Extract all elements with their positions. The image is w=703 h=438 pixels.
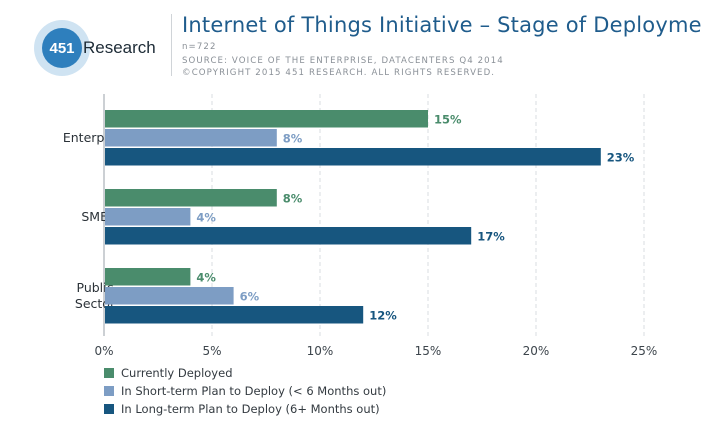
legend-label: In Long-term Plan to Deploy (6+ Months o… (121, 402, 380, 416)
legend-item: In Long-term Plan to Deploy (6+ Months o… (104, 400, 386, 418)
legend-swatch (104, 386, 114, 396)
x-tick-label: 25% (631, 344, 658, 358)
logo-word: Research (83, 38, 156, 57)
data-label: 4% (196, 210, 216, 224)
chart-legend: Currently Deployed In Short-term Plan to … (104, 364, 386, 418)
copyright-bold: ©COPYRIGHT 2015 451 RESEARCH. (182, 68, 368, 78)
bar-chart: 0% 5% 10% 15% 20% 25%Enterprise15%8%23%SMB8%4… (63, 94, 658, 358)
category-label: Public (77, 280, 114, 295)
x-tick-label: 0% (94, 344, 113, 358)
sample-size: n=722 (182, 42, 217, 52)
legend-label: Currently Deployed (121, 366, 233, 380)
data-label: 12% (369, 308, 397, 322)
data-label: 6% (240, 289, 260, 303)
bar (105, 110, 428, 128)
legend-label: In Short-term Plan to Deploy (< 6 Months… (121, 384, 387, 398)
data-label: 8% (283, 191, 303, 205)
legend-swatch (104, 404, 114, 414)
bar (105, 306, 364, 324)
copyright-rest: ALL RIGHTS RESERVED. (367, 68, 496, 78)
copyright-note: ©COPYRIGHT 2015 451 RESEARCH. ALL RIGHTS… (182, 67, 697, 79)
header-divider (171, 14, 172, 76)
data-label: 23% (607, 150, 635, 164)
chart-header: Internet of Things Initiative – Stage of… (182, 12, 703, 79)
bar (105, 148, 601, 166)
data-label: 4% (196, 270, 216, 284)
brand-logo: 451 Research (34, 20, 156, 76)
data-label: 8% (283, 131, 303, 145)
category-label: SMB (81, 209, 108, 224)
bar (105, 287, 234, 305)
legend-swatch (104, 368, 114, 378)
bar (105, 208, 191, 226)
x-tick-label: 20% (523, 344, 550, 358)
bar (105, 268, 191, 286)
source-note: SOURCE: VOICE OF THE ENTERPRISE, DATACEN… (182, 56, 504, 66)
x-tick-label: 5% (202, 344, 221, 358)
legend-item: Currently Deployed (104, 364, 386, 382)
data-label: 15% (434, 112, 462, 126)
bar (105, 227, 472, 245)
x-tick-label: 15% (415, 344, 442, 358)
legend-item: In Short-term Plan to Deploy (< 6 Months… (104, 382, 386, 400)
data-label: 17% (477, 229, 505, 243)
bar (105, 189, 277, 207)
logo-number: 451 (49, 40, 74, 57)
chart-title: Internet of Things Initiative – Stage of… (182, 13, 703, 37)
x-tick-label: 10% (307, 344, 334, 358)
bar (105, 129, 277, 147)
